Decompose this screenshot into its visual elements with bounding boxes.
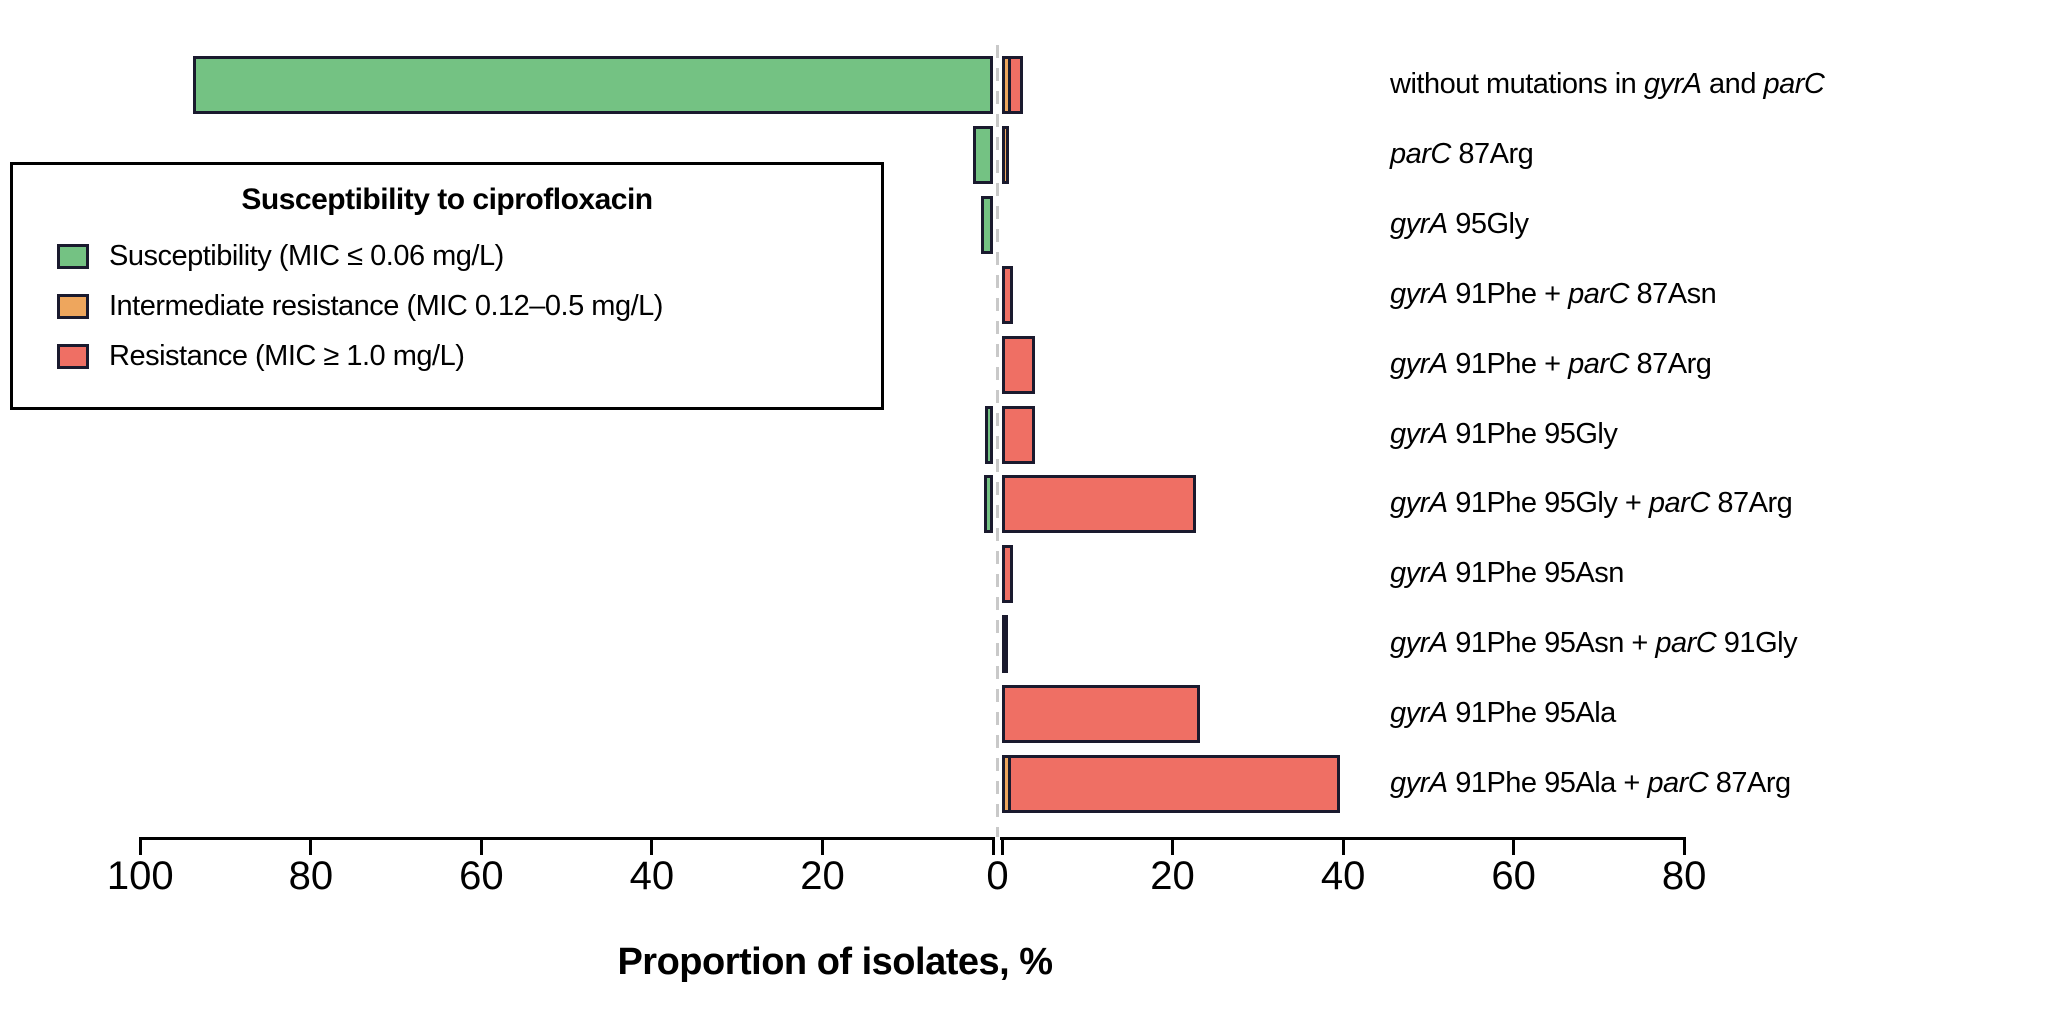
label-text: 91Gly [1716, 627, 1798, 660]
legend-swatch-susceptible [57, 243, 89, 269]
x-axis-tick [820, 837, 824, 855]
category-label: gyrA 91Phe 95Gly + parC 87Arg [1390, 487, 1793, 520]
gene-name-italic: parC [1568, 347, 1629, 380]
bar-resistant [1002, 405, 1036, 464]
x-axis-line-left [139, 837, 995, 840]
bar-susceptible [973, 125, 993, 184]
x-axis-tick [479, 837, 483, 855]
label-text: 95Gly [1447, 207, 1529, 240]
label-text: 91Phe 95Ala + [1447, 766, 1648, 799]
bar-resistant [1008, 56, 1023, 114]
gene-name-italic: parC [1647, 766, 1709, 799]
bar-susceptible [984, 475, 993, 534]
x-axis-tick-label: 80 [1661, 854, 1707, 898]
x-axis-tick-label: 20 [800, 854, 845, 898]
label-text: 87Arg [1450, 137, 1534, 170]
category-label: gyrA 95Gly [1390, 207, 1529, 241]
label-text: without mutations in [1390, 67, 1644, 100]
category-label: gyrA 91Phe 95Asn + parC 91Gly [1390, 627, 1798, 660]
gene-name-italic: gyrA [1390, 487, 1448, 520]
x-axis-title: Proportion of isolates, % [617, 941, 1053, 983]
gene-name-italic: gyrA [1390, 277, 1448, 310]
x-axis-tick [991, 837, 995, 855]
legend-item-label: Susceptibility (MIC ≤ 0.06 mg/L) [109, 239, 504, 272]
zero-baseline-dashed-line [996, 45, 999, 837]
bar-susceptible [981, 195, 993, 254]
gene-name-italic: parC [1568, 277, 1629, 310]
category-label: gyrA 91Phe 95Ala [1390, 697, 1616, 730]
x-axis-tick [1512, 837, 1516, 855]
legend-swatch-resistant [57, 343, 89, 369]
x-axis-tick [1000, 837, 1004, 855]
gene-name-italic: gyrA [1390, 347, 1448, 380]
x-axis-tick-label: 20 [1150, 854, 1195, 898]
gene-name-italic: gyrA [1390, 696, 1448, 729]
legend-item-susceptible: Susceptibility (MIC ≤ 0.06 mg/L) [57, 236, 504, 276]
gene-name-italic: gyrA [1390, 207, 1448, 240]
legend-item-label: Resistance (MIC ≥ 1.0 mg/L) [109, 339, 465, 372]
x-axis-tick-label: 60 [1491, 854, 1536, 898]
legend-title: Susceptibility to ciprofloxacin [241, 183, 653, 216]
x-axis-tick-label: 100 [106, 854, 174, 898]
bar-susceptible [193, 56, 993, 114]
label-text: 91Phe 95Gly + [1447, 487, 1649, 520]
x-axis-tick [1171, 837, 1175, 855]
gene-name-italic: gyrA [1643, 67, 1702, 100]
legend-item-intermediate: Intermediate resistance (MIC 0.12–0.5 mg… [57, 286, 663, 326]
label-text: 91Phe + [1447, 277, 1569, 310]
x-axis-tick [650, 837, 654, 855]
x-axis-tick [309, 837, 313, 855]
category-label: gyrA 91Phe 95Ala + parC 87Arg [1390, 767, 1791, 800]
gene-name-italic: gyrA [1390, 557, 1448, 590]
x-axis-tick-label: 0 [986, 854, 1009, 898]
category-label: gyrA 91Phe 95Asn [1390, 557, 1624, 590]
label-text: 91Phe 95Asn [1447, 557, 1624, 590]
x-axis-tick [1341, 837, 1345, 855]
category-label: gyrA 91Phe + parC 87Arg [1390, 347, 1712, 380]
gene-name-italic: parC [1390, 137, 1451, 170]
x-axis-tick-label: 60 [459, 854, 504, 898]
legend-box: Susceptibility to ciprofloxacin Suscepti… [10, 162, 884, 410]
gene-name-italic: parC [1648, 487, 1710, 520]
category-label: parC 87Arg [1390, 137, 1534, 171]
label-text: 87Arg [1708, 766, 1791, 799]
bar-susceptible [985, 405, 993, 464]
bar-resistant [1002, 475, 1196, 534]
legend-swatch-intermediate [57, 293, 89, 319]
label-text: 91Phe 95Ala [1447, 696, 1616, 729]
category-label: gyrA 91Phe + parC 87Asn [1390, 277, 1717, 311]
x-axis-tick [138, 837, 142, 855]
gene-name-italic: parC [1763, 67, 1825, 100]
bar-resistant [1002, 335, 1036, 394]
label-text: 91Phe 95Asn + [1447, 627, 1656, 660]
bar-resistant [1002, 265, 1014, 324]
bar-resistant [1002, 545, 1014, 604]
x-axis-tick-label: 40 [629, 854, 675, 898]
x-axis-tick-label: 80 [288, 854, 334, 898]
x-axis-tick-label: 40 [1320, 854, 1366, 898]
legend-item-resistant: Resistance (MIC ≥ 1.0 mg/L) [57, 336, 465, 376]
bar-resistant [1007, 755, 1341, 813]
bar-resistant [1002, 685, 1200, 744]
category-label: gyrA 91Phe 95Gly [1390, 417, 1618, 450]
label-text: 87Arg [1709, 487, 1793, 520]
gene-name-italic: gyrA [1390, 417, 1448, 450]
label-text: 91Phe 95Gly [1447, 417, 1618, 450]
label-text: 87Asn [1628, 277, 1717, 310]
label-text: 91Phe + [1447, 347, 1569, 380]
gene-name-italic: parC [1655, 627, 1717, 660]
label-text: 87Arg [1628, 347, 1712, 380]
bar-intermediate [1002, 125, 1009, 184]
category-label: without mutations in gyrA and parC [1390, 67, 1825, 101]
gene-name-italic: gyrA [1390, 627, 1448, 660]
gene-name-italic: gyrA [1390, 766, 1448, 799]
x-axis-tick [1682, 837, 1686, 855]
legend-item-label: Intermediate resistance (MIC 0.12–0.5 mg… [109, 289, 663, 322]
label-text: and [1701, 67, 1764, 100]
bar-resistant [1002, 615, 1008, 674]
